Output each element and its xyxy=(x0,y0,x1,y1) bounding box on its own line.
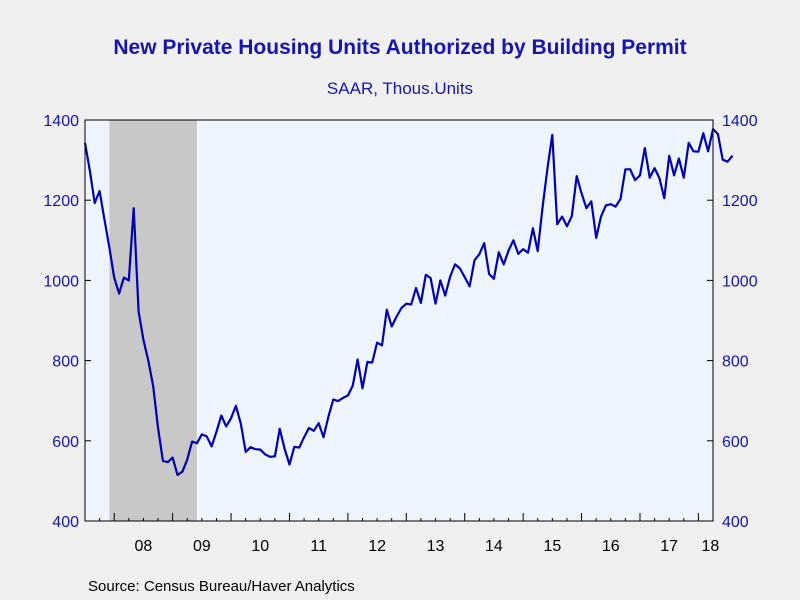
x-tick-label: 09 xyxy=(193,538,211,555)
y-tick-label-right: 400 xyxy=(722,514,749,531)
x-tick-label: 18 xyxy=(701,538,719,555)
x-tick-label: 08 xyxy=(135,538,153,555)
y-tick-label-right: 600 xyxy=(722,434,749,451)
chart-subtitle: SAAR, Thous.Units xyxy=(326,79,474,98)
y-tick-label-left: 1200 xyxy=(43,193,79,210)
x-tick-label: 10 xyxy=(251,538,269,555)
x-tick-label: 13 xyxy=(427,538,445,555)
source-note: Source: Census Bureau/Haver Analytics xyxy=(88,578,355,595)
y-axis-left: 400 600 800 1000 1200 1400 xyxy=(43,113,91,531)
x-tick-label: 17 xyxy=(660,538,678,555)
y-axis-right: 400 600 800 1000 1200 1400 xyxy=(707,113,758,531)
x-tick-label: 12 xyxy=(368,538,386,555)
y-tick-label-left: 1000 xyxy=(43,273,79,290)
y-tick-label-left: 800 xyxy=(52,354,79,371)
chart-title: New Private Housing Units Authorized by … xyxy=(113,36,687,59)
y-tick-label-right: 1200 xyxy=(722,193,758,210)
x-tick-label: 14 xyxy=(485,538,503,555)
y-tick-label-right: 1400 xyxy=(722,113,758,130)
x-tick-label: 15 xyxy=(543,538,561,555)
recession-shading xyxy=(109,120,197,521)
y-tick-label-left: 600 xyxy=(52,434,79,451)
y-tick-label-left: 400 xyxy=(52,514,79,531)
y-tick-label-left: 1400 xyxy=(43,113,79,130)
x-tick-label: 11 xyxy=(310,538,327,555)
series-line xyxy=(83,128,734,476)
y-tick-label-right: 1000 xyxy=(722,273,758,290)
plot-frame xyxy=(84,119,714,522)
x-tick-label: 16 xyxy=(602,538,620,555)
y-tick-label-right: 800 xyxy=(722,354,749,371)
x-axis: 08 09 10 11 12 13 14 15 16 17 18 xyxy=(84,513,719,555)
